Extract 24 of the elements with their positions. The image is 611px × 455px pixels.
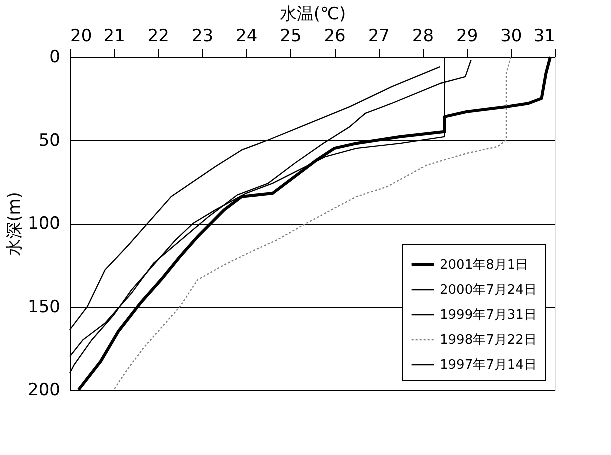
x-tick-label: 22 — [148, 26, 170, 46]
x-tick-label: 31 — [534, 26, 556, 46]
x-tick-label: 26 — [324, 26, 346, 46]
x-tick-label: 23 — [192, 26, 214, 46]
x-tick-label: 20 — [70, 26, 92, 46]
legend-label: 1999年7月31日 — [440, 308, 537, 323]
y-tick-label: 100 — [28, 214, 60, 234]
x-axis-title: 水温(℃) — [280, 4, 346, 24]
y-tick-label: 0 — [50, 48, 60, 68]
legend-label: 2000年7月24日 — [440, 283, 537, 298]
x-tick-label: 24 — [236, 26, 258, 46]
x-tick-label: 27 — [368, 26, 390, 46]
y-tick-label: 200 — [28, 380, 60, 400]
legend-label: 1997年7月14日 — [440, 358, 537, 373]
legend-label: 1998年7月22日 — [440, 333, 537, 348]
y-tick-label: 50 — [38, 130, 60, 151]
y-axis-title: 水深(m) — [5, 192, 26, 256]
x-tick-label: 25 — [280, 26, 302, 46]
x-tick-label: 29 — [456, 26, 478, 46]
y-tick-label: 150 — [28, 297, 60, 318]
x-tick-label: 30 — [500, 26, 522, 46]
x-tick-label: 28 — [412, 26, 434, 46]
x-tick-label: 21 — [104, 26, 126, 46]
legend-label: 2001年8月1日 — [440, 258, 529, 273]
